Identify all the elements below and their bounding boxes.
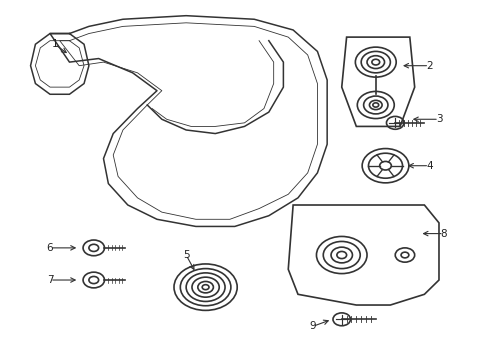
Text: 3: 3 (435, 114, 442, 124)
Text: 6: 6 (46, 243, 53, 253)
Text: 1: 1 (51, 39, 58, 49)
Text: 7: 7 (46, 275, 53, 285)
Text: 9: 9 (308, 321, 315, 332)
Text: 5: 5 (183, 250, 189, 260)
Text: 8: 8 (440, 229, 446, 239)
Text: 4: 4 (425, 161, 432, 171)
Text: 2: 2 (425, 61, 432, 71)
